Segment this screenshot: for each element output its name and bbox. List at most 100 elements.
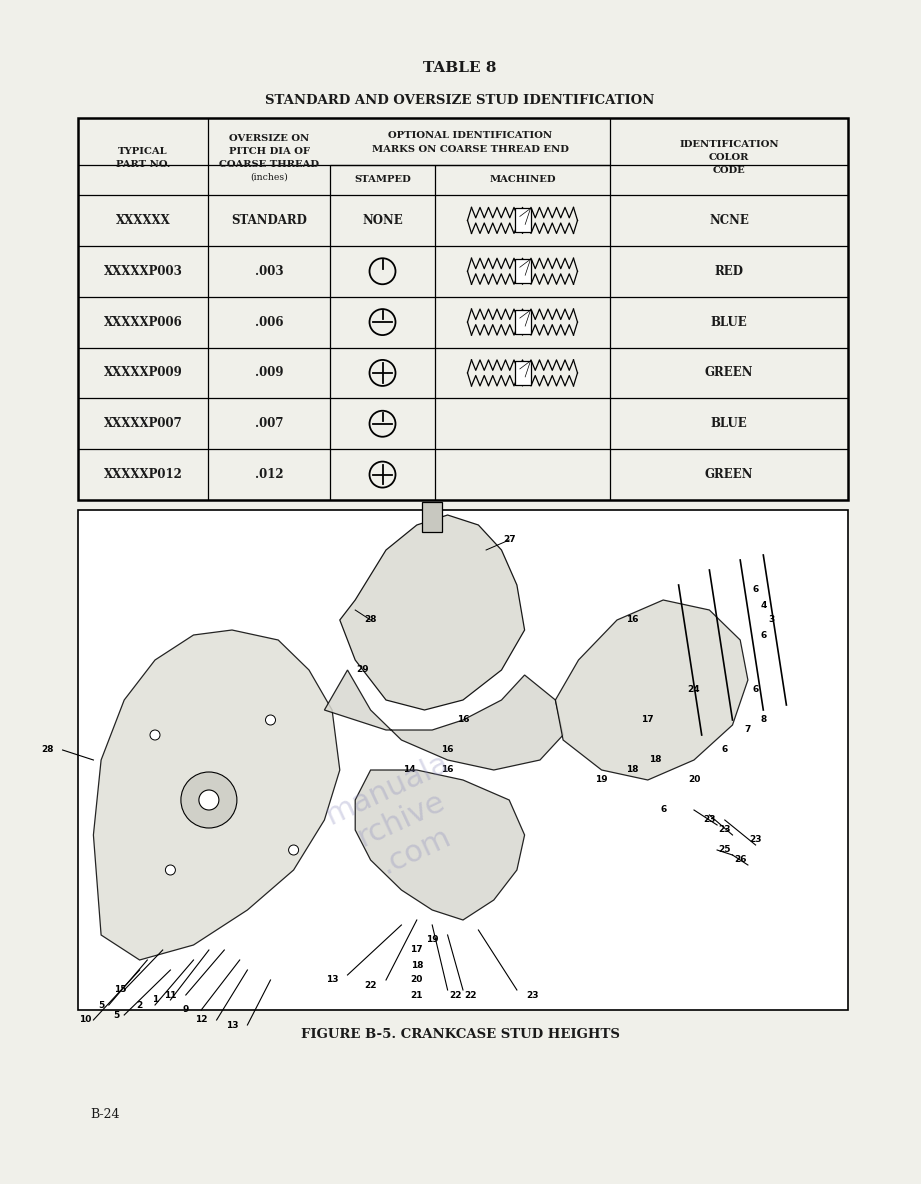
Text: 6: 6 [722,746,728,754]
Text: .006: .006 [255,316,284,329]
Text: 13: 13 [326,976,338,985]
Text: 4: 4 [760,600,766,610]
Text: XXXXXP003: XXXXXP003 [103,265,182,278]
Text: GREEN: GREEN [705,366,753,379]
Text: 18: 18 [649,755,662,765]
Circle shape [166,866,175,875]
Text: 17: 17 [411,946,423,954]
Text: .012: .012 [255,468,284,481]
Circle shape [265,715,275,725]
Text: 12: 12 [195,1016,207,1024]
Text: IDENTIFICATION: IDENTIFICATION [679,140,779,149]
Text: 22: 22 [365,980,377,990]
Text: XXXXXP006: XXXXXP006 [104,316,182,329]
Circle shape [199,790,219,810]
Text: 14: 14 [402,766,415,774]
Bar [515,208,530,232]
Polygon shape [324,670,563,770]
Polygon shape [340,515,525,710]
Text: 7: 7 [745,726,752,734]
Text: 10: 10 [79,1016,92,1024]
Text: 18: 18 [626,766,638,774]
Text: 21: 21 [411,991,423,999]
Text: 9: 9 [182,1005,189,1015]
Text: MACHINED: MACHINED [489,175,555,185]
Bar [78,118,848,500]
Text: 16: 16 [626,616,638,624]
Text: 22: 22 [449,991,461,999]
Text: TABLE 8: TABLE 8 [424,62,496,75]
Text: 23: 23 [750,836,762,844]
Text: 27: 27 [503,535,516,545]
Text: 15: 15 [114,985,126,995]
Text: 22: 22 [464,991,477,999]
Text: XXXXXP009: XXXXXP009 [104,366,182,379]
Circle shape [288,845,298,855]
Text: 11: 11 [164,991,177,999]
Text: 25: 25 [718,845,731,855]
Text: STANDARD AND OVERSIZE STUD IDENTIFICATION: STANDARD AND OVERSIZE STUD IDENTIFICATIO… [265,94,655,107]
Text: 3: 3 [768,616,775,624]
Text: BLUE: BLUE [711,417,747,430]
Text: OPTIONAL IDENTIFICATION: OPTIONAL IDENTIFICATION [388,131,552,140]
Text: 1: 1 [152,996,158,1004]
Bar [515,361,530,385]
Text: GREEN: GREEN [705,468,753,481]
Text: .009: .009 [255,366,284,379]
Bar [515,310,530,334]
Text: 6: 6 [752,686,759,695]
Text: 6: 6 [752,586,759,594]
Text: 23: 23 [718,825,731,835]
Text: 24: 24 [688,686,700,695]
Polygon shape [93,630,340,960]
Circle shape [150,731,160,740]
Text: OVERSIZE ON: OVERSIZE ON [229,134,309,143]
Text: 6: 6 [760,631,766,639]
Text: 20: 20 [411,976,423,985]
Text: 29: 29 [356,665,369,675]
Text: 16: 16 [441,766,454,774]
Text: (inches): (inches) [251,173,288,182]
Text: 23: 23 [703,816,716,824]
Text: 17: 17 [642,715,654,725]
Text: 18: 18 [411,960,423,970]
Text: PART NO.: PART NO. [116,160,170,169]
Text: 16: 16 [457,715,470,725]
Text: RED: RED [715,265,743,278]
Text: 2: 2 [136,1000,143,1010]
Text: STANDARD: STANDARD [231,214,307,227]
Text: B-24: B-24 [90,1108,120,1121]
Text: BLUE: BLUE [711,316,747,329]
Polygon shape [356,770,525,920]
Text: 8: 8 [760,715,766,725]
Text: XXXXXX: XXXXXX [116,214,170,227]
Text: PITCH DIA OF: PITCH DIA OF [228,147,309,156]
Text: 23: 23 [526,991,539,999]
Text: FIGURE B-5. CRANKCASE STUD HEIGHTS: FIGURE B-5. CRANKCASE STUD HEIGHTS [300,1029,620,1042]
Text: 5: 5 [98,1000,104,1010]
Text: 19: 19 [595,776,608,785]
Text: 19: 19 [426,935,438,945]
Text: TYPICAL: TYPICAL [118,147,168,156]
Bar [515,259,530,283]
Text: XXXXXP007: XXXXXP007 [104,417,182,430]
Text: COARSE THREAD: COARSE THREAD [219,160,319,169]
Text: 28: 28 [41,746,53,754]
Text: 5: 5 [113,1010,120,1019]
Bar [78,510,848,1010]
Text: .007: .007 [255,417,284,430]
Text: MARKS ON COARSE THREAD END: MARKS ON COARSE THREAD END [371,144,568,154]
Text: 26: 26 [734,856,746,864]
Text: 16: 16 [441,746,454,754]
Text: XXXXXP012: XXXXXP012 [103,468,182,481]
Text: STAMPED: STAMPED [355,175,411,185]
Text: NCNE: NCNE [709,214,749,227]
Text: 13: 13 [226,1021,239,1030]
Text: NONE: NONE [362,214,402,227]
Circle shape [181,772,237,828]
Text: .003: .003 [255,265,284,278]
Text: 28: 28 [365,616,377,624]
Text: 6: 6 [660,805,666,815]
Bar [422,502,442,532]
Text: 20: 20 [688,776,700,785]
